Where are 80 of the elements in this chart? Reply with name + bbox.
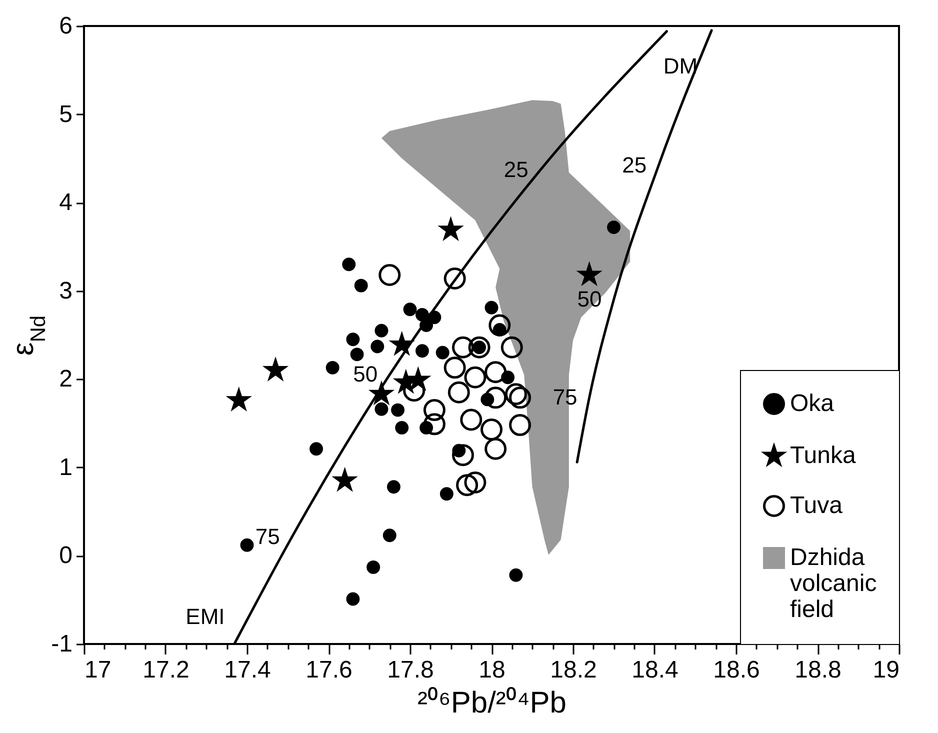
point	[346, 332, 360, 346]
line-series	[576, 29, 713, 464]
point	[444, 356, 466, 379]
legend-label: Tunka	[790, 442, 856, 469]
y-tick-label: 6	[59, 12, 72, 40]
point	[436, 346, 450, 360]
point	[423, 399, 446, 422]
point	[452, 444, 474, 466]
point	[240, 538, 254, 552]
point	[346, 592, 360, 606]
point	[444, 268, 466, 290]
point	[403, 302, 417, 316]
point	[310, 442, 323, 456]
y-tick-label: 4	[59, 189, 72, 216]
x-tick-label: 17.8	[387, 656, 434, 684]
point	[480, 418, 502, 440]
annotation: 50	[353, 362, 378, 387]
point	[488, 314, 511, 336]
point	[484, 386, 507, 409]
annotation: 50	[577, 286, 602, 312]
annotation: DM	[663, 53, 698, 78]
point	[416, 308, 429, 322]
point	[464, 366, 486, 388]
point	[350, 348, 364, 362]
x-tick-label: 19	[872, 656, 900, 684]
point	[607, 220, 620, 234]
point	[448, 381, 470, 404]
annotation: 25	[504, 156, 528, 182]
y-tick-label: 2	[59, 366, 72, 393]
point	[423, 413, 446, 436]
y-tick-label: 3	[59, 277, 72, 304]
x-tick-label: 18.4	[632, 656, 678, 684]
legend-label: Tuva	[790, 492, 844, 519]
x-tick-label: 18	[478, 656, 506, 684]
point	[354, 278, 368, 292]
point	[484, 300, 498, 314]
x-tick-label: 17	[84, 656, 112, 684]
x-tick-label: 17.4	[224, 656, 271, 684]
point	[468, 336, 490, 358]
y-tick-label: -1	[51, 630, 72, 658]
point	[382, 528, 396, 542]
point	[440, 487, 454, 501]
annotation: EMI	[186, 604, 225, 630]
point	[391, 403, 404, 417]
point	[428, 310, 442, 324]
annotation: 25	[622, 152, 647, 178]
point	[452, 336, 474, 358]
point	[484, 361, 507, 384]
point	[456, 474, 478, 496]
x-tick-label: 17.2	[142, 656, 190, 684]
point	[509, 568, 523, 582]
legend-label: Dzhida volcanic field	[790, 544, 877, 623]
point	[500, 336, 523, 358]
point	[342, 258, 356, 272]
y-tick-label: 1	[59, 454, 72, 481]
x-tick-label: 18.2	[550, 656, 597, 684]
point	[509, 386, 532, 409]
x-tick-label: 18.6	[713, 656, 760, 684]
point	[484, 438, 507, 460]
point	[374, 324, 388, 338]
point	[416, 344, 429, 358]
annotation: 75	[255, 524, 280, 550]
point	[395, 420, 409, 434]
point	[378, 264, 401, 286]
point	[370, 340, 384, 354]
legend-label: Oka	[790, 390, 835, 417]
point	[374, 402, 388, 416]
point	[504, 383, 527, 406]
point	[366, 560, 380, 574]
point	[460, 408, 482, 431]
point	[386, 480, 400, 494]
x-tick-label: 17.6	[306, 656, 352, 684]
x-tick-label: 18.8	[794, 656, 842, 684]
y-tick-label: 5	[59, 100, 72, 128]
x-axis-title: ²⁰⁶Pb/²⁰⁴Pb	[418, 686, 566, 720]
y-tick-label: 0	[59, 542, 72, 570]
point	[420, 318, 434, 332]
point	[464, 471, 486, 494]
point	[326, 360, 340, 374]
point	[509, 414, 532, 436]
